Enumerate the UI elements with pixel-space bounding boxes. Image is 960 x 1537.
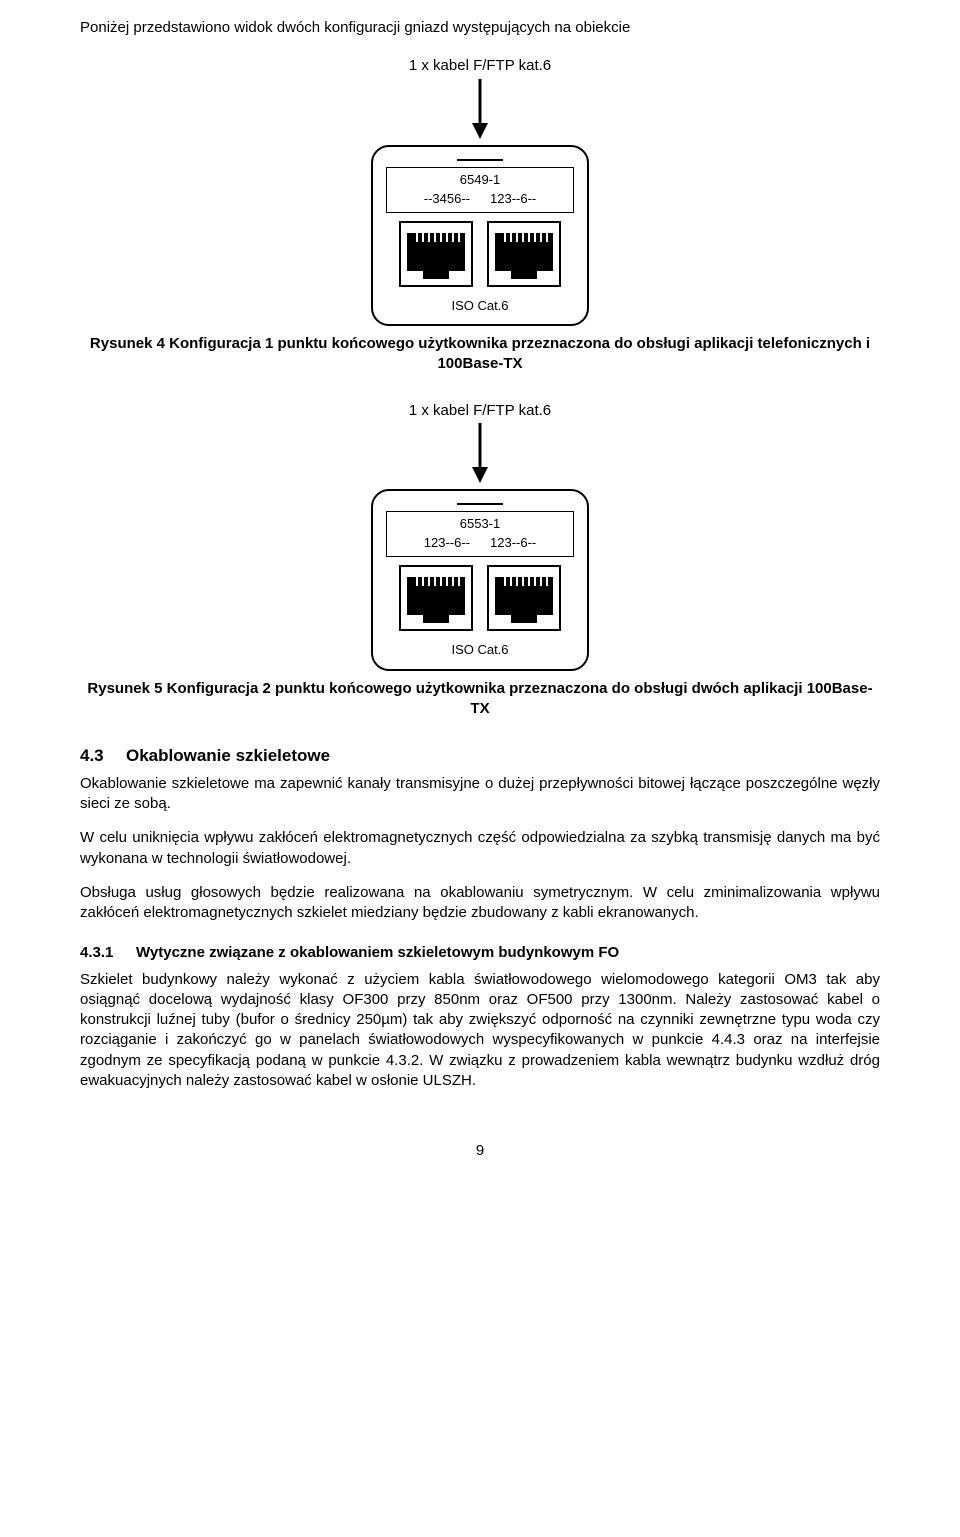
heading-4-3-1-title: Wytyczne związane z okablowaniem szkiele… [136, 943, 619, 963]
figure-1: 6549-1 --3456-- 123--6-- [80, 145, 880, 327]
sec43-p3: Obsługa usług głosowych będzie realizowa… [80, 883, 880, 924]
figure-2-caption: Rysunek 5 Konfiguracja 2 punktu końcoweg… [80, 679, 880, 720]
labels-block-2: 6553-1 123--6-- 123--6-- [386, 511, 574, 557]
heading-4-3-1-num: 4.3.1 [80, 943, 136, 963]
sec43-p2: W celu uniknięcia wpływu zakłóceń elektr… [80, 828, 880, 869]
top-dash-2 [457, 503, 503, 505]
rj45-port-icon [399, 221, 473, 287]
cable-label-2: 1 x kabel F/FTP kat.6 [80, 401, 880, 421]
ports-row-2 [399, 565, 561, 631]
rj45-port-icon [487, 565, 561, 631]
socket-box-1: 6549-1 --3456-- 123--6-- [371, 145, 589, 327]
wire-arrow-1 [460, 79, 500, 139]
wire-arrow-2 [460, 423, 500, 483]
rj45-port-icon [399, 565, 473, 631]
intro-text: Poniżej przedstawiono widok dwóch konfig… [80, 18, 880, 38]
pin-left-2: 123--6-- [424, 534, 470, 552]
socket-id-2: 6553-1 [460, 515, 500, 533]
pin-right-2: 123--6-- [490, 534, 536, 552]
ports-row-1 [399, 221, 561, 287]
iso-label-2: ISO Cat.6 [451, 641, 508, 659]
heading-4-3-1: 4.3.1 Wytyczne związane z okablowaniem s… [80, 943, 880, 963]
heading-4-3-title: Okablowanie szkieletowe [126, 745, 330, 768]
sec431-p1: Szkielet budynkowy należy wykonać z użyc… [80, 970, 880, 1092]
labels-block-1: 6549-1 --3456-- 123--6-- [386, 167, 574, 213]
pin-right-1: 123--6-- [490, 190, 536, 208]
pin-left-1: --3456-- [424, 190, 470, 208]
heading-4-3: 4.3 Okablowanie szkieletowe [80, 745, 880, 768]
page-number: 9 [80, 1141, 880, 1161]
socket-id-1: 6549-1 [460, 171, 500, 189]
rj45-port-icon [487, 221, 561, 287]
heading-4-3-num: 4.3 [80, 745, 126, 768]
figure-2: 6553-1 123--6-- 123--6-- [80, 489, 880, 671]
cable-label-1: 1 x kabel F/FTP kat.6 [80, 56, 880, 76]
socket-box-2: 6553-1 123--6-- 123--6-- [371, 489, 589, 671]
iso-label-1: ISO Cat.6 [451, 297, 508, 315]
sec43-p1: Okablowanie szkieletowe ma zapewnić kana… [80, 774, 880, 815]
figure-1-caption: Rysunek 4 Konfiguracja 1 punktu końcoweg… [80, 334, 880, 375]
top-dash-1 [457, 159, 503, 161]
